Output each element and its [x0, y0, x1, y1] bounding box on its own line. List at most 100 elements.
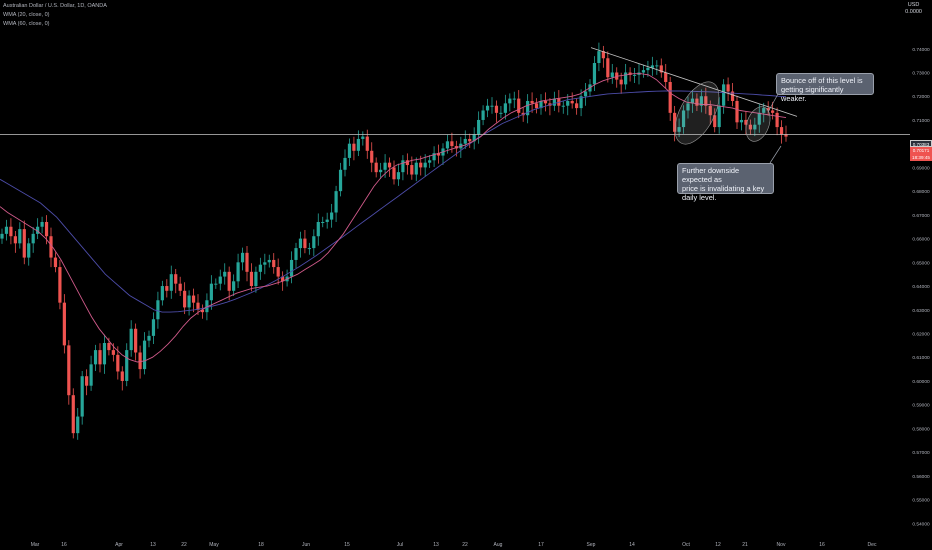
candle-body	[704, 96, 708, 106]
candle-body	[543, 100, 548, 104]
candle-body	[227, 271, 231, 291]
candle-body	[334, 191, 338, 213]
candle-body	[330, 212, 334, 220]
candle-body	[445, 141, 450, 149]
indicator-wma60-label[interactable]: WMA (60, close, 0)	[3, 21, 50, 27]
candle-body	[744, 119, 748, 125]
x-tick-label: Aug	[494, 542, 503, 548]
x-tick-label: Nov	[777, 542, 786, 548]
symbol-title[interactable]: Australian Dollar / U.S. Dollar, 1D, OAN…	[3, 3, 107, 9]
candle-body	[76, 416, 80, 434]
candle-body	[583, 91, 588, 97]
x-tick-label: Jun	[302, 542, 310, 548]
candle-body	[392, 167, 396, 180]
candle-body	[690, 98, 695, 104]
candle-body	[0, 233, 4, 239]
x-tick-label: May	[209, 542, 219, 548]
candle-body	[36, 226, 40, 234]
candle-body	[570, 100, 574, 104]
candle-body	[673, 112, 677, 132]
candle-body	[174, 274, 178, 284]
candle-body	[632, 74, 637, 76]
y-tick-label: 0.63000	[912, 308, 930, 314]
candle-body	[107, 342, 111, 351]
x-tick-label: 18	[258, 542, 264, 548]
candle-body	[387, 162, 392, 168]
candle-body	[316, 221, 320, 237]
candle-body	[428, 160, 432, 163]
candle-body	[22, 229, 26, 258]
candle-body	[775, 112, 779, 128]
candle-body	[499, 112, 503, 114]
candle-body	[735, 100, 739, 123]
candle-body	[490, 105, 494, 107]
candle-body	[592, 63, 597, 85]
candle-body	[726, 84, 730, 92]
candle-body	[9, 226, 13, 237]
candle-body	[566, 100, 570, 106]
candle-body	[169, 274, 173, 291]
candle-body	[343, 157, 347, 170]
candle-body	[67, 345, 71, 396]
y-tick-label: 0.73000	[912, 71, 930, 77]
candle-body	[526, 100, 530, 116]
candle-body	[650, 65, 654, 68]
candle-body	[494, 105, 499, 113]
candle-body	[713, 115, 717, 128]
candle-body	[766, 108, 770, 111]
callout-bottom[interactable]: Further downside expected as price is in…	[677, 163, 774, 202]
candle-body	[129, 328, 133, 351]
x-tick-label: 21	[742, 542, 748, 548]
candle-body	[49, 236, 53, 258]
candle-body	[762, 108, 766, 113]
candle-body	[165, 286, 169, 291]
candle-body	[267, 259, 271, 263]
candle-body	[681, 110, 686, 128]
candle-body	[410, 165, 414, 175]
candle-body	[436, 153, 441, 156]
candle-body	[44, 221, 49, 237]
candle-body	[601, 51, 605, 59]
candle-body	[512, 98, 516, 100]
candle-body	[160, 286, 164, 301]
candle-body	[289, 259, 294, 277]
candle-body	[352, 143, 356, 151]
y-tick-label: 0.55000	[912, 498, 930, 504]
candle-body	[147, 335, 151, 341]
current-price-tag: 0.70383	[910, 140, 932, 147]
candle-body	[200, 309, 205, 313]
candle-body	[89, 364, 93, 386]
candle-body	[303, 238, 307, 249]
candle-body	[646, 67, 650, 71]
candle-body	[98, 350, 102, 365]
y-tick-label: 0.62000	[912, 332, 930, 338]
candle-body	[116, 354, 120, 372]
candle-body	[423, 162, 427, 168]
trendline	[590, 47, 798, 117]
candle-body	[485, 105, 490, 111]
indicator-wma20-label[interactable]: WMA (20, close, 0)	[3, 12, 50, 18]
wma20-line	[0, 73, 787, 363]
currency-label[interactable]: USD 0.0000	[905, 2, 922, 15]
candle-body	[579, 96, 583, 109]
x-tick-label: Dec	[868, 542, 877, 548]
candle-body	[779, 127, 784, 135]
candle-body	[223, 271, 227, 277]
candle-body	[717, 105, 721, 128]
candle-body	[93, 350, 98, 365]
candle-body	[298, 238, 303, 249]
x-tick-label: 17	[538, 542, 544, 548]
candle-body	[468, 138, 472, 142]
candle-body	[71, 395, 75, 434]
callout-top-pointer	[767, 93, 779, 113]
callout-top[interactable]: Bounce off of this level is getting sign…	[776, 73, 874, 103]
candle-body	[102, 342, 107, 365]
candle-body	[730, 91, 735, 101]
y-tick-label: 0.59000	[912, 403, 930, 409]
candle-body	[664, 72, 668, 82]
candle-body	[138, 352, 142, 370]
candle-body	[209, 283, 213, 301]
candle-body	[530, 100, 534, 104]
